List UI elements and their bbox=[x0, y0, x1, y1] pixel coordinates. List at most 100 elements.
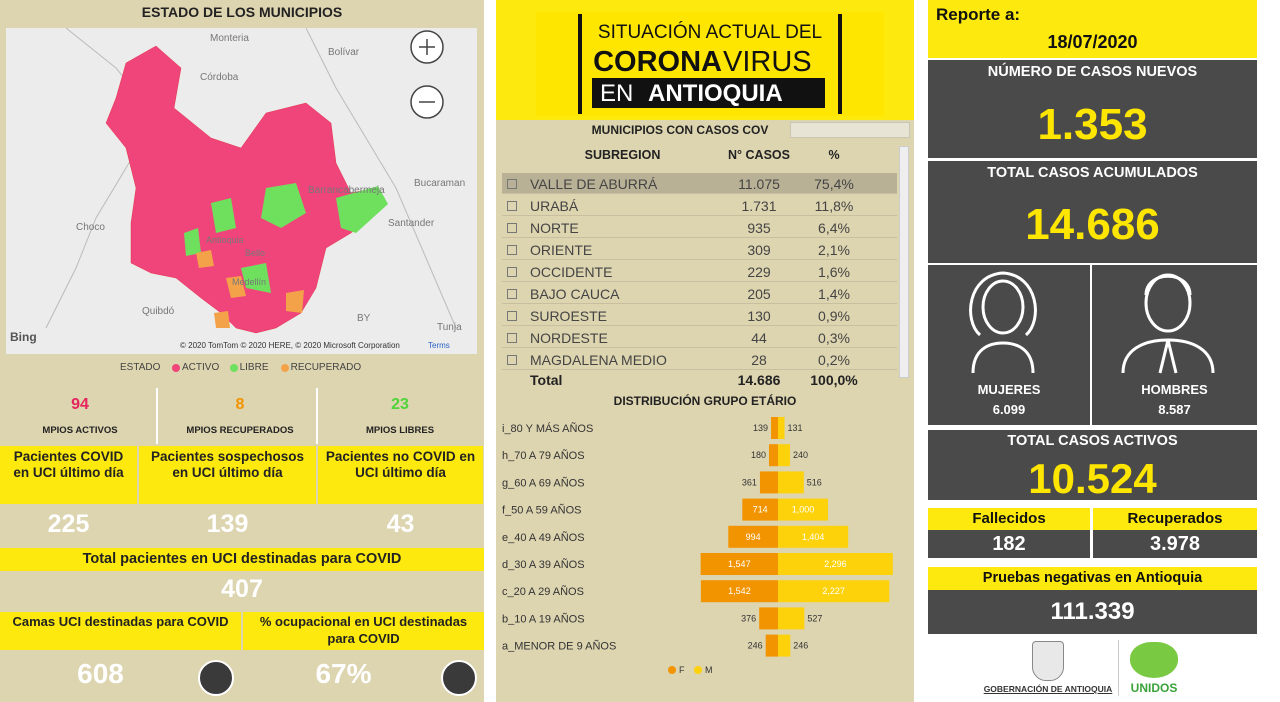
y-tick-label: d_30 A 39 AÑOS bbox=[502, 558, 585, 571]
value-label: 246 bbox=[793, 641, 808, 651]
bed-icon bbox=[441, 660, 477, 696]
negative-value: 111.339 bbox=[1050, 598, 1135, 625]
value-label: 180 bbox=[751, 450, 766, 460]
map-place: BY bbox=[357, 313, 371, 324]
deaths-value: 182 bbox=[992, 533, 1026, 555]
table-header: N° CASOS bbox=[728, 148, 790, 162]
uci-value: 225 bbox=[47, 510, 90, 538]
banner-bar-right bbox=[838, 14, 842, 114]
recovered-cell bbox=[1093, 530, 1257, 558]
banner-virus: VIRUS bbox=[723, 46, 812, 78]
kpi-value: 14.686 bbox=[1025, 200, 1160, 249]
value-label: 1,542 bbox=[728, 586, 751, 596]
bar bbox=[771, 417, 778, 439]
expand-icon[interactable] bbox=[507, 179, 517, 189]
expand-icon[interactable] bbox=[507, 355, 517, 365]
table-row bbox=[502, 195, 897, 216]
gobernacion-logo: GOBERNACIÓN DE ANTIOQUIA bbox=[983, 684, 1113, 694]
table-cell: NORDESTE bbox=[530, 330, 608, 346]
expand-icon[interactable] bbox=[507, 223, 517, 233]
table-scrollbar bbox=[899, 146, 909, 378]
expand-icon[interactable] bbox=[507, 333, 517, 343]
bar bbox=[778, 498, 828, 521]
expand-icon[interactable] bbox=[507, 289, 517, 299]
uci-header bbox=[318, 446, 483, 504]
value-label: 361 bbox=[742, 477, 757, 487]
banner-line1: SITUACIÓN ACTUAL DEL bbox=[597, 22, 823, 43]
table-cell: 0,9% bbox=[818, 308, 850, 324]
table-row bbox=[502, 283, 897, 304]
table-cell: 1.731 bbox=[741, 198, 777, 214]
camas-label: % ocupacional en UCI destinadas para COV… bbox=[259, 614, 468, 646]
expand-icon[interactable] bbox=[507, 311, 517, 321]
expand-icon[interactable] bbox=[507, 245, 517, 255]
table-cell: 44 bbox=[751, 330, 767, 346]
stat-cell bbox=[322, 388, 478, 444]
stat-cell bbox=[162, 388, 318, 444]
map-place: Medellín bbox=[232, 277, 267, 287]
value-label: 139 bbox=[753, 423, 768, 433]
zoom-in-icon bbox=[419, 39, 435, 55]
expand-icon[interactable] bbox=[507, 201, 517, 211]
report-date: 18/07/2020 bbox=[1047, 32, 1138, 52]
table-header: % bbox=[828, 148, 840, 162]
stat-value: 94 bbox=[71, 396, 89, 413]
banner-bar-left bbox=[578, 14, 582, 114]
recovered-value: 3.978 bbox=[1149, 533, 1201, 555]
uci-total-header bbox=[0, 548, 484, 571]
legend-dot bbox=[280, 364, 289, 372]
map-place: Antioquia bbox=[206, 235, 244, 245]
unidos-logo: UNIDOS bbox=[1130, 681, 1178, 695]
table-cell: BAJO CAUCA bbox=[530, 286, 620, 302]
kpi-label: TOTAL CASOS ACUMULADOS bbox=[987, 165, 1198, 181]
table-row bbox=[502, 305, 897, 326]
value-label: 1,547 bbox=[728, 559, 751, 569]
map-attribution: © 2020 TomTom © 2020 HERE, © 2020 Micros… bbox=[180, 341, 400, 350]
bar bbox=[778, 580, 890, 603]
map-border bbox=[45, 28, 457, 329]
uci-total-label: Total pacientes en UCI destinadas para C… bbox=[82, 551, 402, 567]
table-row bbox=[502, 173, 897, 194]
region-free bbox=[184, 183, 388, 293]
recovered-header bbox=[1093, 508, 1257, 530]
uci-total-value: 407 bbox=[221, 575, 263, 603]
uci-label: Pacientes COVID en UCI último día bbox=[13, 449, 124, 481]
age-chart: i_80 Y MÁS AÑOS 139 131 h_70 A 79 AÑOS 180 24… bbox=[502, 417, 893, 675]
legend-title: ESTADO bbox=[120, 362, 161, 373]
map-place: Choco bbox=[76, 222, 105, 233]
map bbox=[6, 28, 477, 354]
men-panel bbox=[1092, 265, 1257, 425]
table-cell: 0,3% bbox=[818, 330, 850, 346]
table-cell: 6,4% bbox=[818, 220, 850, 236]
bar bbox=[700, 580, 778, 603]
table-toolbar[interactable] bbox=[790, 122, 910, 138]
uci-header bbox=[139, 446, 316, 504]
table-cell: SUROESTE bbox=[530, 308, 608, 324]
bar bbox=[728, 525, 778, 548]
uci-label: Pacientes sospechosos en UCI último día bbox=[150, 449, 305, 481]
table-cell: 75,4% bbox=[814, 176, 854, 192]
table-cell: ORIENTE bbox=[530, 242, 593, 258]
region-recovered bbox=[196, 250, 304, 328]
value-label: 246 bbox=[748, 641, 763, 651]
table-cell: 1,4% bbox=[818, 286, 850, 302]
expand-icon[interactable] bbox=[507, 267, 517, 277]
value-label: 1,000 bbox=[792, 505, 815, 515]
y-tick-label: i_80 Y MÁS AÑOS bbox=[502, 422, 593, 435]
map-place: Tunja bbox=[437, 322, 462, 333]
kpi-label: TOTAL CASOS ACTIVOS bbox=[1007, 433, 1178, 449]
map-place: Monteria bbox=[210, 33, 249, 44]
map-place: Bolívar bbox=[328, 47, 360, 58]
map-terms: Terms bbox=[428, 341, 450, 350]
bing-logo: Bing bbox=[10, 330, 37, 344]
kpi-panel bbox=[928, 161, 1257, 263]
uci-value-cell bbox=[318, 506, 483, 544]
camas-value: 67% bbox=[315, 658, 372, 689]
bed-icon bbox=[198, 660, 234, 696]
table-row bbox=[502, 239, 897, 260]
banner-en-bg bbox=[592, 78, 825, 108]
women-panel bbox=[928, 265, 1090, 425]
bar bbox=[778, 444, 790, 467]
bar bbox=[778, 525, 849, 548]
